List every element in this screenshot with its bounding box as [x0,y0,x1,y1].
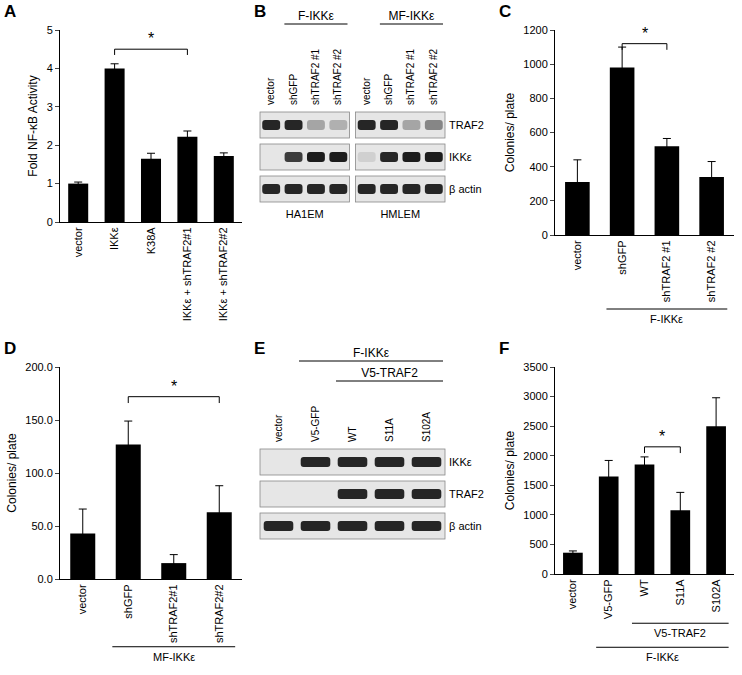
html-text:D: D [4,339,17,358]
html-text:F: F [499,339,510,358]
svg-text:vector: vector [72,227,84,257]
html-text:B: B [254,2,267,21]
svg-text:1200: 1200 [523,24,547,36]
html-text:C: C [499,2,512,21]
svg-text:0: 0 [542,568,548,580]
svg-text:shTRAF2 #2: shTRAF2 #2 [332,48,343,105]
svg-text:vector: vector [361,77,372,105]
svg-text:MF-IKKε: MF-IKKε [153,651,195,663]
svg-text:IKKε: IKKε [449,456,472,468]
svg-text:2: 2 [47,139,53,151]
svg-text:400: 400 [529,161,547,173]
svg-text:2000: 2000 [523,450,547,462]
svg-text:vector: vector [273,414,284,442]
svg-text:200: 200 [529,195,547,207]
svg-text:IKKε: IKKε [449,151,472,163]
svg-text:800: 800 [529,92,547,104]
svg-text:shGFP: shGFP [122,584,134,618]
svg-text:0: 0 [542,229,548,241]
svg-text:3000: 3000 [523,390,547,402]
svg-text:*: * [148,30,154,47]
svg-text:200.0: 200.0 [25,361,53,373]
svg-text:V5-TRAF2: V5-TRAF2 [654,627,706,639]
svg-text:1500: 1500 [523,479,547,491]
svg-text:vector: vector [76,584,88,614]
svg-text:shTRAF2 #2: shTRAF2 #2 [428,48,439,105]
svg-text:*: * [171,378,177,395]
svg-text:V5-GFP: V5-GFP [310,406,321,442]
svg-text:1000: 1000 [523,58,547,70]
svg-text:shTRAF2#1: shTRAF2#1 [167,584,179,643]
svg-text:500: 500 [529,538,547,550]
svg-text:2500: 2500 [523,420,547,432]
svg-text:Colonies/ plate: Colonies/ plate [5,433,19,513]
svg-text:vector: vector [265,77,276,105]
svg-text:150.0: 150.0 [25,414,53,426]
svg-text:S102A: S102A [421,412,432,442]
svg-text:β actin: β actin [449,183,482,195]
svg-text:TRAF2: TRAF2 [449,488,484,500]
svg-text:K38A: K38A [145,227,157,255]
svg-text:shGFP: shGFP [288,74,299,105]
svg-text:F-IKKε: F-IKKε [298,9,335,23]
svg-text:shTRAF2 #1: shTRAF2 #1 [660,240,672,302]
svg-text:100.0: 100.0 [25,467,53,479]
svg-text:V5-GFP: V5-GFP [602,579,614,619]
svg-text:600: 600 [529,126,547,138]
svg-text:WT: WT [347,426,358,442]
svg-text:HMLEM: HMLEM [380,208,420,220]
svg-text:*: * [659,428,665,445]
svg-text:shGFP: shGFP [616,240,628,274]
svg-text:β actin: β actin [449,520,482,532]
svg-text:V5-TRAF2: V5-TRAF2 [361,366,418,380]
html-text:E: E [254,339,266,358]
svg-text:0.0: 0.0 [38,573,53,585]
svg-text:4: 4 [47,62,53,74]
svg-text:HA1EM: HA1EM [286,208,324,220]
svg-text:S11A: S11A [674,579,686,606]
svg-text:IKKε + shTRAF2#2: IKKε + shTRAF2#2 [217,227,229,321]
svg-text:*: * [642,25,648,42]
svg-text:TRAF2: TRAF2 [449,119,484,131]
svg-text:WT: WT [638,579,650,596]
svg-text:shTRAF2#2: shTRAF2#2 [213,584,225,643]
svg-text:F-IKKε: F-IKKε [646,651,679,663]
svg-text:Colonies/ plate: Colonies/ plate [503,430,517,510]
svg-text:5: 5 [47,24,53,36]
svg-text:S102A: S102A [710,579,722,613]
svg-text:MF-IKKε: MF-IKKε [388,9,435,23]
svg-text:Fold NF-κB Activity: Fold NF-κB Activity [26,75,40,176]
svg-text:50.0: 50.0 [31,520,52,532]
svg-text:Colonies/ plate: Colonies/ plate [503,92,517,172]
svg-text:3500: 3500 [523,361,547,373]
svg-text:shTRAF2 #1: shTRAF2 #1 [310,48,321,105]
svg-text:shTRAF2 #1: shTRAF2 #1 [405,48,416,105]
svg-text:IKKε + shTRAF2#1: IKKε + shTRAF2#1 [181,227,193,321]
svg-text:S11A: S11A [384,418,395,442]
svg-text:1000: 1000 [523,509,547,521]
svg-text:3: 3 [47,101,53,113]
svg-text:shTRAF2 #2: shTRAF2 #2 [705,240,717,302]
svg-text:IKKε: IKKε [108,227,120,250]
svg-text:vector: vector [571,240,583,270]
svg-text:F-IKKε: F-IKKε [650,313,683,325]
html-text:A: A [4,2,17,21]
svg-text:1: 1 [47,177,53,189]
svg-text:F-IKKε: F-IKKε [353,346,390,360]
svg-text:shGFP: shGFP [383,74,394,105]
svg-text:vector: vector [566,579,578,609]
svg-text:0: 0 [47,216,53,228]
